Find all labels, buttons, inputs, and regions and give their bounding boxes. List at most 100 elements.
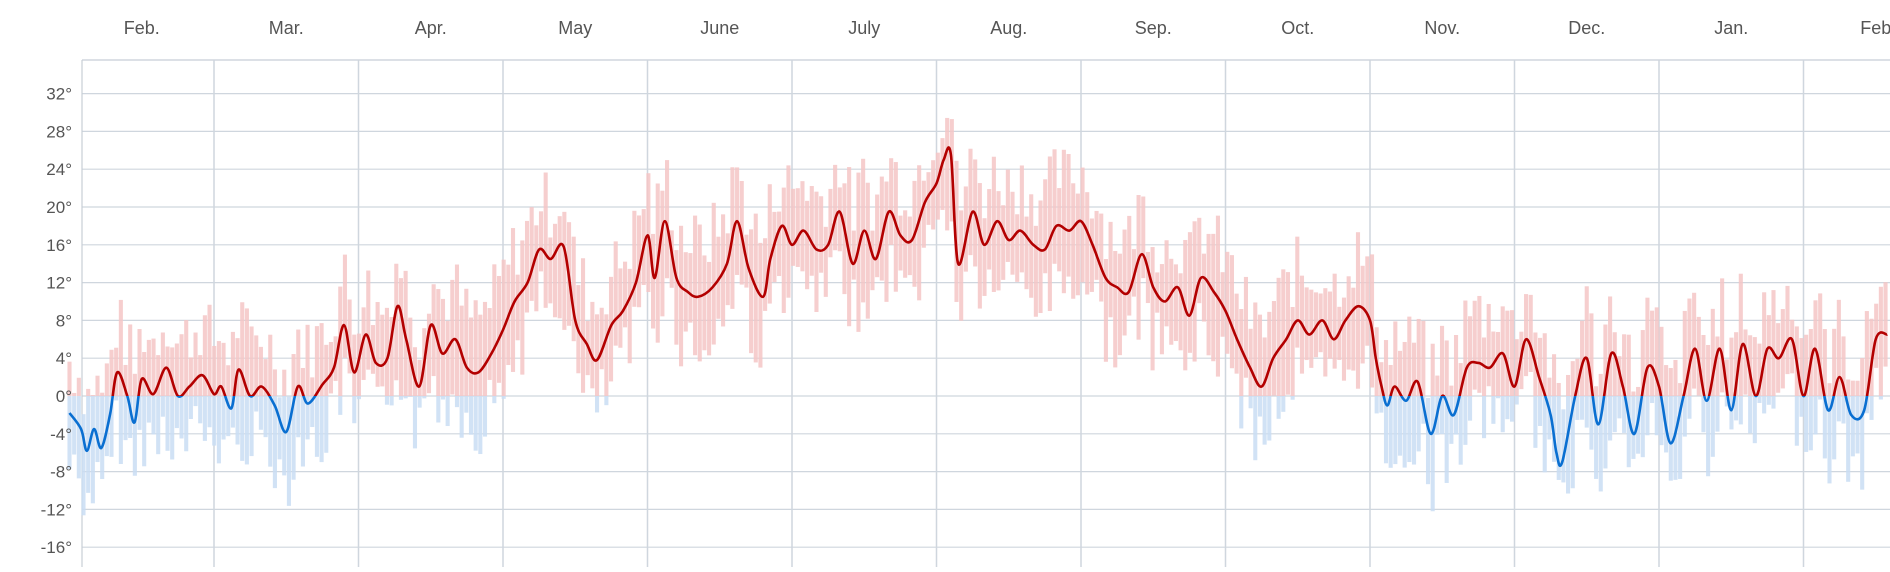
range-bar-warm <box>580 258 586 393</box>
range-bar-cold <box>478 396 483 455</box>
range-bar-cold <box>1813 396 1818 435</box>
range-bar-warm <box>1094 210 1099 280</box>
range-bar-cold <box>1598 396 1603 492</box>
range-bar-warm <box>370 325 375 374</box>
range-bar-warm <box>627 268 632 364</box>
range-bar-warm <box>1804 334 1809 396</box>
range-bar-cold <box>1281 396 1286 412</box>
range-bar-warm <box>828 188 833 258</box>
range-bar-cold <box>459 396 464 438</box>
range-bar-warm <box>534 225 539 312</box>
range-bar-cold <box>109 396 114 457</box>
y-tick-label: -4° <box>50 425 72 444</box>
range-bar-cold <box>1860 396 1865 490</box>
range-bar-cold <box>1276 396 1281 419</box>
range-bar-warm <box>1173 264 1178 342</box>
range-bar-warm <box>543 172 548 308</box>
range-bar-warm <box>693 215 698 356</box>
range-bar-cold <box>235 396 240 445</box>
range-bar-cold <box>1869 396 1874 420</box>
range-bar-warm <box>921 180 926 248</box>
range-bar-cold <box>454 396 460 408</box>
range-bar-cold <box>146 396 151 423</box>
range-bar-cold <box>184 396 189 452</box>
range-bar-warm <box>1271 301 1277 396</box>
range-bar-cold <box>1580 396 1585 420</box>
range-bar-warm <box>1071 183 1076 299</box>
range-bar-cold <box>1383 396 1389 464</box>
mean-temperature-line-warm <box>111 146 1888 396</box>
range-bar-warm <box>604 314 609 396</box>
range-bar-warm <box>548 237 553 304</box>
range-bar-cold <box>137 396 142 430</box>
range-bar-warm <box>1416 318 1421 396</box>
range-bar-warm <box>1281 269 1286 396</box>
range-bar-cold <box>422 396 427 399</box>
range-bar-warm <box>791 188 796 266</box>
range-bar-warm <box>1407 316 1412 396</box>
range-bar-warm <box>725 233 730 306</box>
range-bar-cold <box>324 396 329 453</box>
range-bar-warm <box>384 307 390 396</box>
range-bar-warm <box>935 152 940 220</box>
range-bar-warm <box>412 347 418 396</box>
range-bar-warm <box>1369 254 1375 388</box>
range-bar-cold <box>212 396 217 446</box>
range-bar-warm <box>594 314 600 396</box>
range-bar-warm <box>1038 200 1043 314</box>
range-bar-warm <box>1253 302 1258 396</box>
range-bar-warm <box>1019 165 1024 273</box>
range-bar-warm <box>310 377 315 396</box>
range-bar-cold <box>198 396 203 424</box>
range-bar-warm <box>1290 307 1295 396</box>
range-bar-cold <box>1505 396 1510 420</box>
range-bar-warm <box>1673 359 1678 396</box>
range-bar-cold <box>440 396 446 400</box>
range-bar-warm <box>468 317 474 396</box>
range-bar-cold <box>282 396 287 476</box>
range-bar-warm <box>907 216 912 276</box>
range-bar-cold <box>142 396 147 467</box>
range-bar-cold <box>1650 396 1655 404</box>
range-bar-warm <box>1640 330 1645 396</box>
range-bar-warm <box>160 332 165 396</box>
range-bar-warm <box>1005 169 1010 262</box>
range-bar-cold <box>1538 396 1543 426</box>
range-bar-cold <box>1500 396 1505 433</box>
range-bar-warm <box>1589 313 1594 396</box>
range-bar-warm <box>1430 343 1435 396</box>
range-bar-cold <box>1673 396 1678 480</box>
range-bar-warm <box>809 186 814 276</box>
range-bar-warm <box>1052 149 1057 264</box>
range-bar-warm <box>132 373 137 396</box>
range-bar-cold <box>1701 396 1706 433</box>
range-bar-warm <box>977 183 982 309</box>
range-bar-cold <box>226 396 231 437</box>
x-tick-label: May <box>558 18 592 38</box>
range-bar-warm <box>1108 221 1113 318</box>
range-bar-warm <box>1790 319 1795 374</box>
range-bar-warm <box>478 314 483 396</box>
range-bar-warm <box>1243 276 1248 378</box>
range-bar-cold <box>1514 396 1519 405</box>
range-bar-warm <box>926 172 931 225</box>
range-bar-warm <box>394 263 399 381</box>
range-bar-warm <box>1678 383 1683 396</box>
range-bar-warm <box>426 313 432 394</box>
range-bar-cold <box>249 396 254 457</box>
range-bar-warm <box>1654 307 1659 396</box>
range-bar-cold <box>1864 396 1869 414</box>
range-bar-warm <box>1846 379 1851 396</box>
range-bar-warm <box>100 392 105 396</box>
range-bar-warm <box>1472 300 1477 390</box>
range-bar-cold <box>482 396 488 437</box>
range-bar-warm <box>898 215 903 271</box>
range-bar-cold <box>202 396 207 441</box>
y-axis-ticks: 32° 28° 24° 20° 16° 12° 8° 4° 0° -4° -8° -12° -16° <box>41 85 72 558</box>
range-bar-warm <box>1514 339 1519 396</box>
range-bar-warm <box>1197 217 1202 304</box>
range-bar-warm <box>352 334 357 396</box>
range-bar-cold <box>1603 396 1608 469</box>
range-bar-cold <box>1850 396 1855 457</box>
x-tick-label: Nov. <box>1424 18 1460 38</box>
